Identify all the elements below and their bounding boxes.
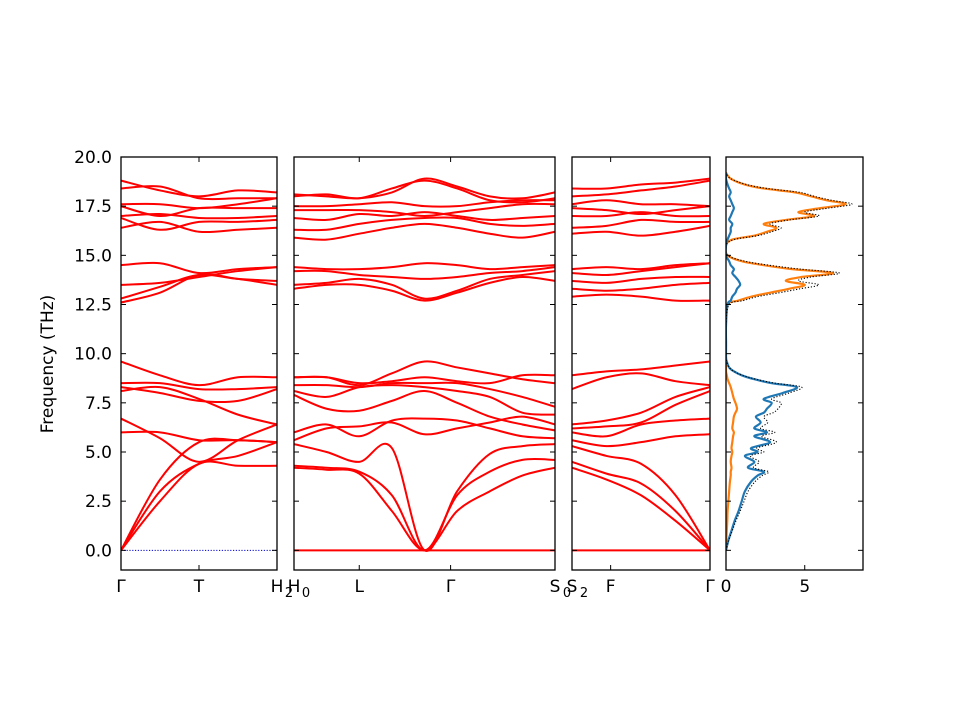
- x-tick-label-3-3: Γ: [705, 577, 715, 597]
- x-tick-label-1-1: Γ: [116, 577, 126, 597]
- band-line-3-19: [572, 205, 710, 216]
- band-line-3-2: [572, 466, 710, 552]
- band-line-2-8: [294, 384, 555, 416]
- x-tick-label-2-1: H: [288, 577, 301, 597]
- band-panel-2: [294, 177, 555, 552]
- band-line-2-12: [294, 275, 555, 302]
- y-tick-label-2: 2.5: [85, 492, 112, 512]
- band-line-3-8: [572, 386, 710, 426]
- y-tick-label-4: 7.5: [85, 394, 112, 414]
- band-line-1-8: [121, 386, 277, 404]
- band-line-3-4: [572, 445, 710, 551]
- band-line-3-21: [572, 179, 710, 198]
- band-line-3-7: [572, 390, 710, 430]
- band-line-3-14: [572, 262, 710, 277]
- band-line-2-21: [294, 179, 555, 204]
- y-tick-label-7: 15.0: [74, 246, 112, 266]
- band-line-2-15: [294, 262, 555, 271]
- dos-x-tick-label-1: 0: [721, 577, 732, 597]
- band-line-3-5: [572, 433, 710, 448]
- band-line-1-12: [121, 266, 277, 286]
- band-line-3-9: [572, 372, 710, 391]
- band-line-1-13: [121, 261, 277, 275]
- band-line-1-15: [121, 217, 277, 231]
- y-tick-label-8: 17.5: [74, 197, 112, 217]
- x-tick-label-sub-3-1: 2: [580, 586, 588, 601]
- x-tick-label-1-2: T: [193, 577, 205, 597]
- y-tick-label-3: 5.0: [85, 443, 112, 463]
- band-line-1-7: [121, 381, 277, 391]
- dos-panel: [726, 172, 853, 551]
- x-tick-label-3-2: F: [606, 577, 616, 597]
- band-line-1-14: [121, 220, 277, 234]
- band-line-2-6: [294, 417, 555, 440]
- band-line-2-22: [294, 177, 555, 200]
- band-line-3-10: [572, 360, 710, 377]
- band-line-3-11: [572, 293, 710, 302]
- band-line-3-13: [572, 275, 710, 284]
- x-tick-label-2-4: S: [550, 577, 561, 597]
- band-line-2-9: [294, 381, 555, 408]
- band-line-3-3: [572, 460, 710, 551]
- dos-line-series-a: [726, 172, 799, 551]
- band-line-1-6: [121, 385, 277, 426]
- band-line-2-4: [294, 442, 555, 552]
- x-tick-label-2-2: L: [355, 577, 365, 597]
- band-line-1-18: [121, 197, 277, 210]
- band-line-1-11: [121, 273, 277, 300]
- band-line-2-19: [294, 202, 555, 217]
- band-line-3-22: [572, 177, 710, 190]
- band-line-1-19: [121, 185, 277, 201]
- band-line-3-20: [572, 199, 710, 208]
- y-tick-label-1: 0.0: [85, 541, 112, 561]
- y-tick-label-6: 12.5: [74, 296, 112, 316]
- band-line-3-15: [572, 262, 710, 271]
- band-line-2-14: [294, 266, 555, 280]
- band-line-3-16: [572, 224, 710, 237]
- y-tick-label-9: 20.0: [74, 148, 112, 168]
- y-axis-label: Frequency (THz): [38, 295, 58, 434]
- dos-panel-frame: [725, 156, 864, 571]
- band-line-2-11: [294, 373, 555, 385]
- band-line-3-18: [572, 211, 710, 218]
- band-panel-1: [121, 179, 277, 551]
- band-line-1-9: [121, 360, 277, 387]
- band-line-3-6: [572, 417, 710, 438]
- band-line-2-17: [294, 216, 555, 232]
- band-line-2-10: [294, 360, 555, 387]
- band-line-1-3: [121, 437, 277, 551]
- x-tick-label-3-1: S: [567, 577, 578, 597]
- band-line-1-10: [121, 273, 277, 304]
- band-line-2-16: [294, 222, 555, 241]
- dos-x-tick-label-2: 5: [799, 577, 810, 597]
- panel-frame-2: [293, 156, 556, 571]
- y-tick-label-5: 10.0: [74, 345, 112, 365]
- band-line-2-3: [294, 458, 555, 552]
- dos-line-total: [726, 172, 853, 551]
- band-line-2-5: [294, 415, 555, 442]
- band-line-2-18: [294, 211, 555, 222]
- band-line-2-20: [294, 199, 555, 208]
- band-line-1-2: [121, 441, 277, 551]
- band-line-2-2: [294, 466, 555, 552]
- band-line-1-20: [121, 179, 277, 198]
- band-line-1-16: [121, 213, 277, 220]
- panel-frame-3: [571, 156, 711, 571]
- band-line-3-17: [572, 218, 710, 229]
- x-tick-label-sub-2-1: 0: [302, 586, 310, 601]
- x-tick-label-sub-2-4: 0: [563, 586, 571, 601]
- band-line-2-7: [294, 390, 555, 432]
- x-tick-label-sub-1-3: 2: [285, 586, 293, 601]
- band-line-1-5: [121, 417, 277, 463]
- x-tick-label-1-3: H: [271, 577, 284, 597]
- x-tick-label-2-3: Γ: [446, 577, 456, 597]
- band-line-3-12: [572, 281, 710, 292]
- band-panel-3: [572, 177, 710, 552]
- band-line-2-13: [294, 270, 555, 300]
